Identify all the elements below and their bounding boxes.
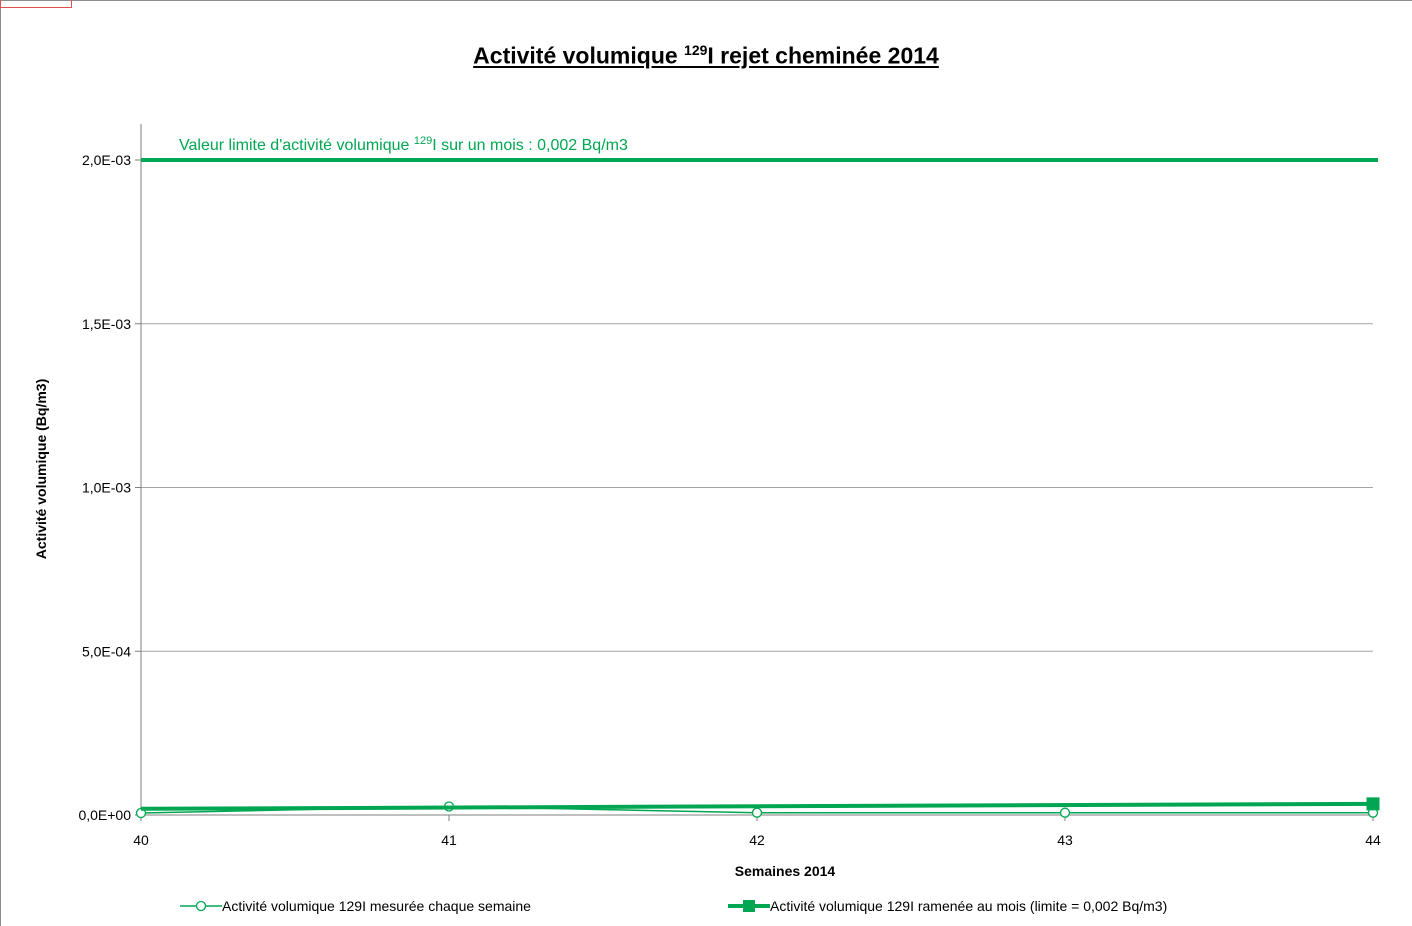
- y-tick-label-1: 5,0E-04: [82, 643, 131, 659]
- limit-line-label: Valeur limite d'activité volumique 129I …: [179, 135, 628, 154]
- series-weekly-point-3: [1059, 807, 1071, 818]
- x-tick-label-2: 42: [749, 832, 765, 848]
- series-monthly-line: [140, 801, 1374, 811]
- legend-label-weekly: Activité volumique 129I mesurée chaque s…: [222, 898, 531, 914]
- grid-lines: [141, 159, 1373, 652]
- limit-label-prefix: Valeur limite d'activité volumique: [179, 137, 414, 154]
- chart-title-suffix: I rejet cheminée 2014: [707, 42, 939, 69]
- series-monthly-point-end: [1366, 797, 1380, 811]
- legend-item-monthly: Activité volumique 129I ramenée au mois …: [728, 898, 1167, 914]
- tick-labels: 0,0E+00 5,0E-04 1,0E-03 1,5E-03 2,0E-03 40 41 4…: [78, 152, 1381, 848]
- chart-title-superscript: 129: [684, 42, 708, 58]
- legend-item-weekly: Activité volumique 129I mesurée chaque s…: [180, 898, 531, 914]
- y-tick-label-4: 2,0E-03: [82, 152, 131, 168]
- corner-tag: [0, 0, 72, 8]
- legend: Activité volumique 129I mesurée chaque s…: [0, 898, 1412, 918]
- legend-marker-weekly: [180, 900, 222, 912]
- chart-title: Activité volumique 129I rejet cheminée 2…: [0, 42, 1412, 70]
- legend-label-monthly: Activité volumique 129I ramenée au mois …: [770, 898, 1168, 914]
- limit-line-group: Valeur limite d'activité volumique 129I …: [141, 135, 1378, 162]
- series-group: [135, 797, 1380, 819]
- y-tick-label-3: 1,5E-03: [82, 316, 131, 332]
- limit-label-superscript: 129: [414, 135, 432, 147]
- x-axis-label: Semaines 2014: [735, 863, 836, 879]
- axes: [135, 124, 1374, 821]
- x-tick-label-0: 40: [133, 832, 149, 848]
- y-tick-label-2: 1,0E-03: [82, 480, 131, 496]
- y-tick-label-0: 0,0E+00: [78, 807, 131, 823]
- chart-title-prefix: Activité volumique: [473, 42, 685, 69]
- x-tick-label-4: 44: [1365, 832, 1381, 848]
- y-axis-label: Activité volumique (Bq/m3): [33, 379, 49, 559]
- x-tick-label-3: 43: [1057, 832, 1073, 848]
- x-tick-label-1: 41: [441, 832, 457, 848]
- legend-marker-monthly: [728, 900, 770, 912]
- limit-label-suffix: I sur un mois : 0,002 Bq/m3: [432, 137, 628, 154]
- series-weekly-point-2: [751, 807, 763, 818]
